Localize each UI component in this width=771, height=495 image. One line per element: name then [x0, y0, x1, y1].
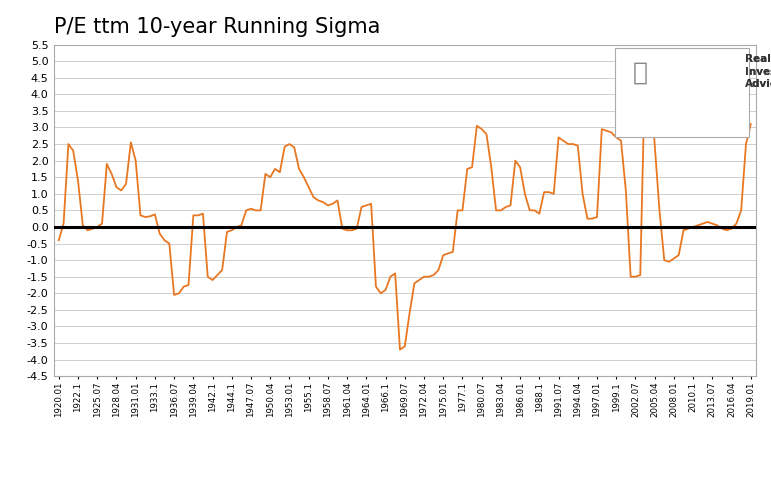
FancyBboxPatch shape [615, 48, 749, 138]
Text: 🦅: 🦅 [632, 61, 648, 85]
Text: Real
Investment
Advice: Real Investment Advice [745, 54, 771, 89]
Text: P/E ttm 10-year Running Sigma: P/E ttm 10-year Running Sigma [54, 17, 380, 38]
Text: Real
Investment
Advice: Real Investment Advice [745, 54, 771, 89]
Text: 3.10: 3.10 [713, 103, 741, 116]
